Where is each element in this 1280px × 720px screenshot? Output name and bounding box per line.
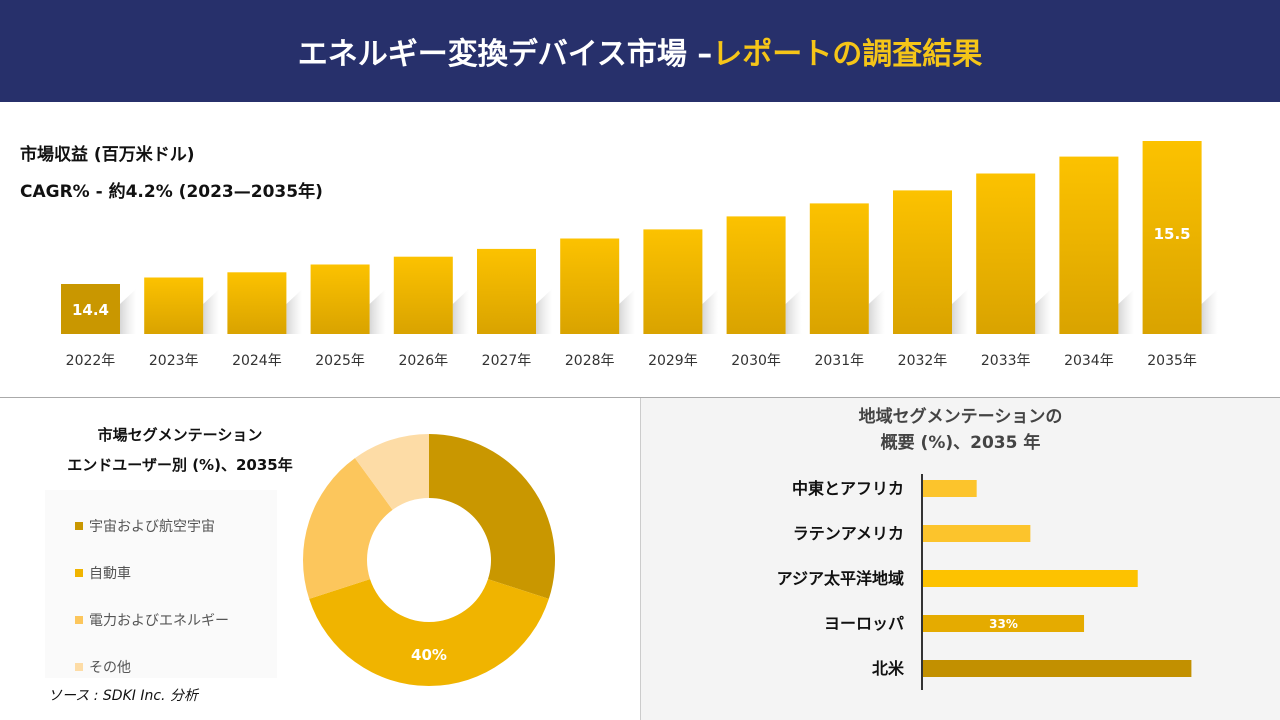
revenue-bar bbox=[393, 256, 453, 334]
year-label: 2028年 bbox=[565, 353, 615, 369]
legend-label: 自動車 bbox=[89, 565, 131, 582]
revenue-bar bbox=[1142, 141, 1202, 334]
region-chart-title: 地域セグメンテーションの 概要 (%)、2035 年 bbox=[641, 404, 1280, 456]
region-label: 中東とアフリカ bbox=[792, 479, 904, 498]
bar-shadow bbox=[619, 289, 636, 334]
year-label: 2034年 bbox=[1064, 353, 1114, 369]
year-label: 2032年 bbox=[898, 353, 948, 369]
revenue-bar bbox=[976, 173, 1036, 334]
bar-shadow bbox=[1035, 289, 1052, 334]
legend-swatch bbox=[75, 615, 83, 624]
revenue-bar bbox=[560, 238, 620, 334]
bar-shadow bbox=[868, 289, 885, 334]
enduser-donut-chart: 40% bbox=[303, 434, 555, 687]
legend-item: 自動車 bbox=[45, 549, 277, 596]
segment-chart-title: 市場セグメンテーション エンドユーザー別 (%)、2035年 bbox=[30, 420, 330, 480]
region-label: 北米 bbox=[872, 659, 905, 678]
data-label: 15.5 bbox=[1154, 225, 1191, 243]
year-label: 2022年 bbox=[66, 353, 116, 369]
donut-slice bbox=[309, 579, 549, 687]
year-label: 2024年 bbox=[232, 353, 282, 369]
revenue-bar bbox=[1059, 156, 1119, 334]
revenue-bar bbox=[144, 277, 204, 334]
revenue-bar bbox=[809, 203, 869, 334]
region-title-line: 概要 (%)、2035 年 bbox=[880, 433, 1041, 453]
revenue-bar bbox=[643, 229, 703, 334]
segment-title-line: エンドユーザー別 (%)、2035年 bbox=[67, 456, 293, 474]
legend-label: 電力およびエネルギー bbox=[89, 612, 229, 629]
legend-item: その他 bbox=[45, 643, 277, 690]
revenue-bar-chart: 2022年 14.4 2023年 2024年 2025年 2026年 2027年 2028年 2… bbox=[61, 141, 1218, 369]
revenue-bar bbox=[61, 284, 120, 334]
data-label: 14.4 bbox=[72, 301, 109, 319]
bar-shadow bbox=[369, 289, 386, 334]
bar-shadow bbox=[1201, 289, 1218, 334]
bar-shadow bbox=[203, 289, 220, 334]
year-label: 2025年 bbox=[315, 353, 365, 369]
revenue-bar bbox=[893, 190, 952, 334]
region-panel: 地域セグメンテーションの 概要 (%)、2035 年 中東とアフリカ ラテンアメリ… bbox=[641, 398, 1280, 720]
region-bar bbox=[923, 570, 1138, 587]
region-label: ラテンアメリカ bbox=[793, 524, 904, 543]
legend-swatch bbox=[75, 521, 83, 530]
legend-swatch bbox=[75, 568, 83, 577]
data-label: 40% bbox=[411, 646, 447, 664]
segment-title-line: 市場セグメンテーション bbox=[97, 426, 263, 444]
revenue-bar bbox=[726, 216, 786, 334]
title-main: エネルギー変換デバイス市場 – bbox=[297, 37, 713, 72]
region-title-line: 地域セグメンテーションの bbox=[858, 407, 1063, 427]
donut-slice bbox=[354, 434, 429, 510]
legend-item: 電力およびエネルギー bbox=[45, 596, 277, 643]
region-bar bbox=[923, 660, 1192, 677]
revenue-bar bbox=[477, 248, 536, 334]
year-label: 2031年 bbox=[814, 353, 864, 369]
donut-slice bbox=[303, 458, 393, 599]
bar-shadow bbox=[785, 289, 802, 334]
legend-item: 宇宙および航空宇宙 bbox=[45, 502, 277, 549]
legend-label: 宇宙および航空宇宙 bbox=[89, 518, 215, 535]
year-label: 2029年 bbox=[648, 353, 698, 369]
bar-shadow bbox=[702, 289, 719, 334]
year-label: 2027年 bbox=[482, 353, 532, 369]
year-label: 2030年 bbox=[731, 353, 781, 369]
legend-label: その他 bbox=[89, 659, 131, 676]
revenue-bar bbox=[227, 272, 287, 334]
donut-slice bbox=[429, 434, 555, 599]
source-note: ソース : SDKI Inc. 分析 bbox=[48, 688, 198, 704]
year-label: 2026年 bbox=[398, 353, 448, 369]
region-bar bbox=[923, 615, 1085, 632]
title-highlight: レポートの調査結果 bbox=[712, 37, 983, 72]
year-label: 2023年 bbox=[149, 353, 199, 369]
header-banner: エネルギー変換デバイス市場 – レポートの調査結果 bbox=[0, 0, 1280, 102]
cagr-subtitle: CAGR% - 約4.2% (2023—2035年) bbox=[20, 182, 323, 202]
region-bar bbox=[923, 525, 1031, 542]
bar-shadow bbox=[1118, 289, 1135, 334]
revenue-chart-title: 市場収益 (百万米ドル) bbox=[20, 145, 195, 165]
data-label: 33% bbox=[989, 617, 1018, 631]
bar-shadow bbox=[286, 289, 303, 334]
divider bbox=[0, 397, 1280, 398]
year-label: 2035年 bbox=[1147, 353, 1197, 369]
bar-shadow bbox=[120, 289, 136, 334]
bar-shadow bbox=[452, 289, 469, 334]
bar-shadow bbox=[952, 289, 968, 334]
revenue-bar bbox=[310, 264, 370, 334]
legend-swatch bbox=[75, 662, 83, 671]
region-label: アジア太平洋地域 bbox=[777, 569, 904, 588]
year-label: 2033年 bbox=[981, 353, 1031, 369]
region-bar bbox=[923, 480, 977, 497]
donut-legend: 宇宙および航空宇宙 自動車電力およびエネルギー その他 bbox=[45, 490, 277, 678]
bar-shadow bbox=[536, 289, 552, 334]
divider bbox=[640, 398, 641, 720]
region-label: ヨーロッパ bbox=[824, 614, 904, 633]
